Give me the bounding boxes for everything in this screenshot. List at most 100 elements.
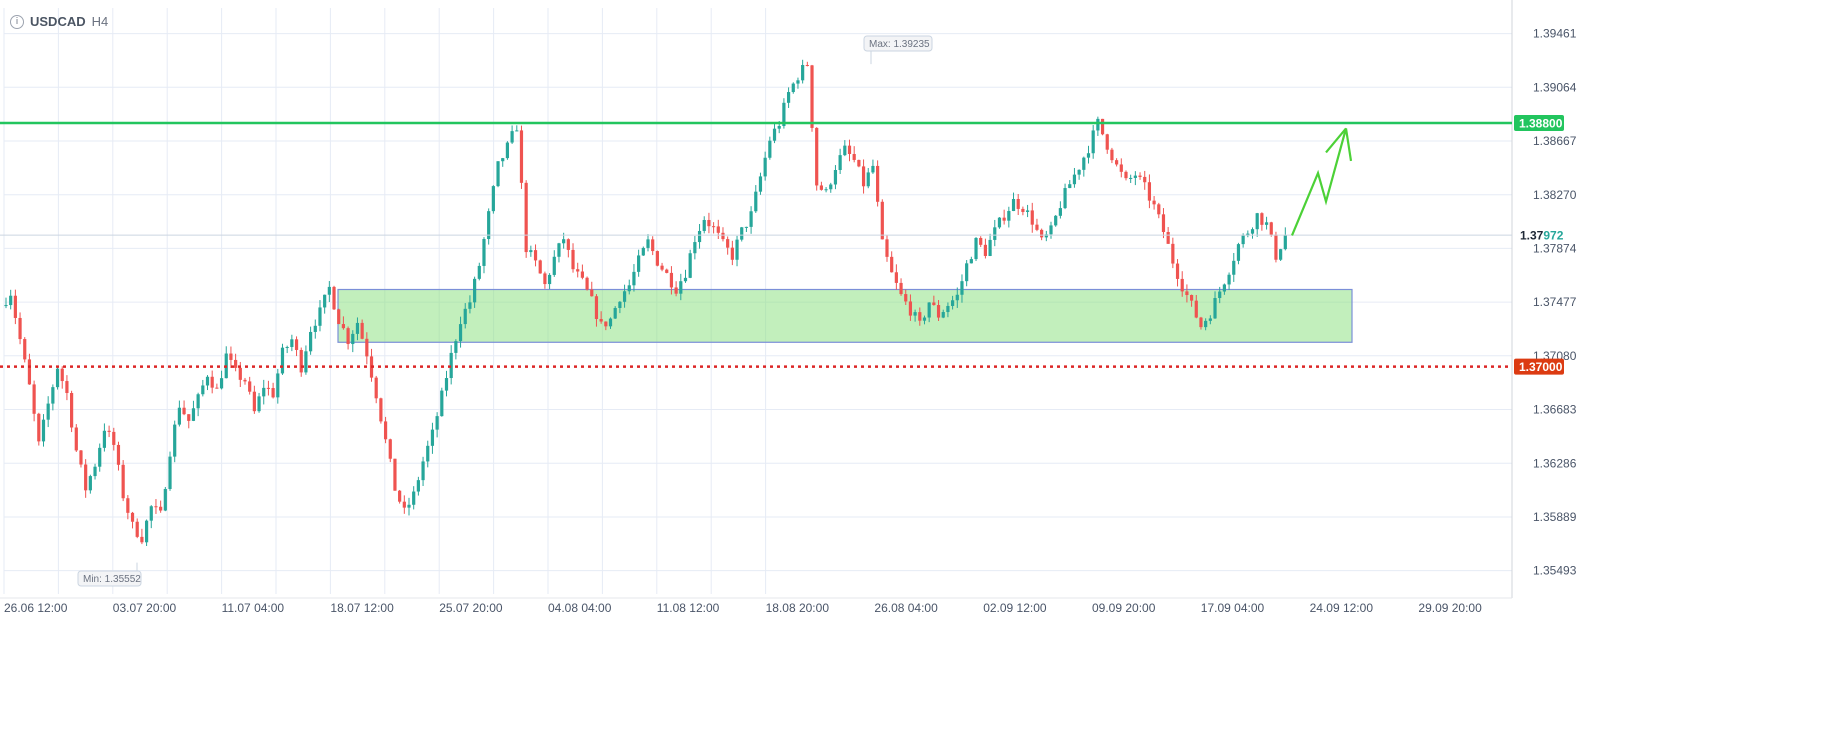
- candle-body: [796, 80, 800, 84]
- candle-body: [308, 331, 313, 352]
- candle-body: [332, 286, 336, 310]
- x-tick-label: 29.09 20:00: [1418, 601, 1482, 615]
- candle-body: [674, 287, 678, 294]
- candle-body: [374, 377, 378, 399]
- candle-body: [1222, 284, 1226, 292]
- candle-body: [833, 170, 838, 185]
- candle-body: [1016, 198, 1020, 209]
- candle-body: [360, 322, 364, 339]
- candle-body: [173, 424, 177, 457]
- candle-body: [819, 185, 823, 190]
- candle-body: [590, 289, 594, 297]
- candle-body: [768, 140, 772, 158]
- candle-body: [1189, 295, 1194, 301]
- candle-body: [890, 256, 894, 273]
- candle-body: [341, 324, 346, 329]
- candle-body: [205, 376, 210, 386]
- candle-body: [707, 219, 711, 227]
- candle-body: [679, 281, 683, 294]
- candle-body: [1241, 235, 1245, 245]
- candle-body: [861, 166, 866, 187]
- candle-body: [159, 506, 163, 511]
- candle-body: [140, 536, 144, 543]
- candle-body: [669, 272, 674, 288]
- info-icon[interactable]: i: [10, 14, 24, 29]
- candle-body: [435, 416, 439, 430]
- resistance-price-badge: 1.38800: [1519, 117, 1563, 131]
- candle-body: [234, 359, 238, 368]
- candle-body: [950, 300, 955, 306]
- candle-body: [697, 230, 702, 243]
- support-price-badge: 1.37000: [1519, 360, 1563, 374]
- chart-header: i USDCAD H4: [10, 14, 108, 29]
- candle-body: [904, 294, 908, 302]
- candle-body: [454, 341, 458, 353]
- candle-body: [712, 226, 716, 228]
- candle-body: [112, 431, 116, 445]
- timeframe-label[interactable]: H4: [91, 14, 109, 29]
- candle-body: [1157, 204, 1161, 215]
- x-tick-label: 26.06 12:00: [4, 601, 68, 615]
- candle-body: [304, 351, 308, 373]
- max-label-box: [863, 35, 933, 52]
- candle-body: [927, 302, 931, 318]
- candle-body: [1044, 234, 1048, 238]
- candle-body: [562, 239, 566, 244]
- candle-body: [1096, 118, 1100, 131]
- candle-body: [683, 277, 688, 282]
- candle-body: [529, 250, 533, 253]
- candlestick-series: [4, 59, 1287, 547]
- candle-body: [285, 346, 289, 348]
- candle-body: [918, 312, 922, 321]
- candle-body: [988, 239, 992, 256]
- candle-body: [421, 461, 425, 481]
- candle-body: [1040, 229, 1044, 238]
- candle-body: [407, 504, 411, 508]
- candle-body: [965, 263, 969, 282]
- candle-body: [107, 430, 111, 432]
- candle-body: [1218, 291, 1222, 299]
- candle-body: [18, 317, 22, 340]
- candle-body: [355, 322, 360, 334]
- candle-body: [1147, 182, 1152, 201]
- x-tick-label: 09.09 20:00: [1092, 601, 1156, 615]
- candle-body: [440, 390, 444, 417]
- candle-body: [777, 126, 781, 129]
- candle-body: [1166, 232, 1170, 244]
- candle-body: [1054, 215, 1058, 226]
- resistance-price-badge-bg: [1514, 115, 1564, 132]
- candle-body: [215, 387, 219, 389]
- candle-body: [726, 239, 730, 248]
- candle-body: [1279, 249, 1283, 260]
- candle-body: [473, 278, 477, 303]
- candle-body: [1100, 118, 1105, 135]
- candle-body: [632, 271, 636, 286]
- y-tick-label: 1.39064: [1533, 80, 1577, 94]
- candle-body: [660, 265, 664, 270]
- candle-body: [430, 429, 435, 446]
- candle-body: [1058, 208, 1062, 216]
- candle-body: [135, 521, 139, 537]
- candle-body: [721, 232, 725, 240]
- y-tick-label: 1.38667: [1533, 134, 1577, 148]
- candle-body: [880, 201, 884, 240]
- candle-body: [805, 65, 809, 67]
- candle-body: [1250, 229, 1255, 234]
- candle-body: [604, 321, 608, 327]
- candle-body: [857, 159, 861, 167]
- candle-body: [248, 381, 252, 392]
- candle-body: [627, 285, 631, 292]
- y-tick-label: 1.36683: [1533, 403, 1577, 417]
- candle-body: [84, 464, 88, 491]
- candle-body: [1086, 153, 1091, 158]
- candle-body: [838, 155, 842, 171]
- candle-body: [37, 413, 41, 442]
- candle-body: [1072, 174, 1077, 185]
- candle-body: [116, 444, 121, 465]
- candle-body: [487, 211, 491, 240]
- candle-body: [393, 458, 397, 491]
- candle-body: [144, 520, 149, 543]
- candle-body: [646, 239, 650, 248]
- candle-body: [327, 286, 331, 295]
